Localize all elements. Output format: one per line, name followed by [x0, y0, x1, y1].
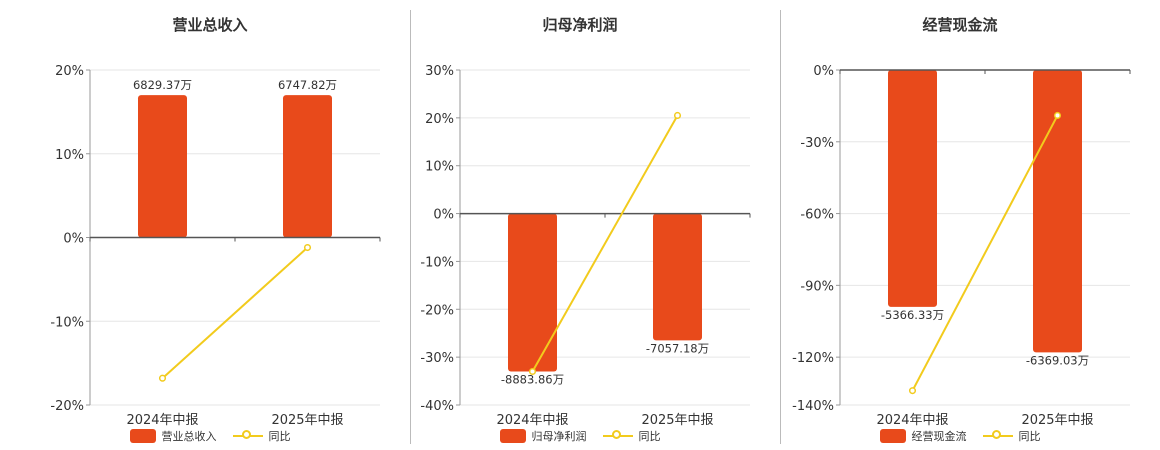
legend-bar-label: 经营现金流 — [911, 430, 967, 443]
yoy-point — [528, 367, 537, 376]
y-tick-label: -10% — [420, 255, 454, 270]
y-tick-label: -10% — [50, 315, 84, 330]
legend-bar-swatch — [129, 429, 156, 443]
legend-bar-label: 归母净利润 — [531, 430, 587, 443]
chart-revenue: 营业总收入 20% 10% 0% -10% -20% 6829.37万 2024年中报 674… — [25, 0, 395, 450]
y-tick-label: -40% — [420, 399, 454, 414]
legend-line-label: 同比 — [268, 430, 291, 443]
legend: 归母净利润 同比 — [395, 428, 765, 444]
yoy-point — [1053, 111, 1062, 120]
legend-bar-swatch — [499, 429, 526, 443]
chart-title: 营业总收入 — [172, 16, 248, 34]
legend-bar-swatch — [879, 429, 906, 443]
chart-svg: 20% 10% 0% -10% -20% 6829.37万 2024年中报 6747.82万 2… — [50, 64, 381, 428]
legend-line-swatch — [232, 429, 263, 443]
x-tick-label: 2024年中报 — [496, 413, 568, 428]
x-tick-label: 2024年中报 — [126, 413, 198, 428]
bar — [653, 213, 702, 341]
y-tick-label: -120% — [792, 351, 834, 366]
y-tick-label: 0% — [63, 232, 84, 247]
chart-net-profit: 归母净利润 30% 20% 10% 0% -10% -20% -30% -40% -8883.8… — [395, 0, 765, 450]
yoy-line — [161, 246, 309, 379]
chart-cashflow: 经营现金流 0% -30% -60% -90% -120% -140% -5366.33万 2… — [775, 0, 1145, 450]
y-tick-label: -60% — [800, 208, 834, 223]
divider — [410, 10, 411, 444]
bar-value-label: -6369.03万 — [1026, 353, 1089, 367]
bar — [283, 95, 332, 238]
legend: 经营现金流 同比 — [775, 428, 1145, 444]
x-tick-label: 2025年中报 — [641, 413, 713, 428]
y-tick-label: -20% — [50, 399, 84, 414]
yoy-line — [911, 114, 1059, 392]
bar-value-label: -7057.18万 — [646, 341, 709, 355]
y-tick-label: -140% — [792, 399, 834, 414]
bar-value-label: -5366.33万 — [881, 308, 944, 322]
yoy-point — [673, 111, 682, 120]
y-tick-label: 10% — [425, 160, 454, 175]
y-tick-label: 30% — [425, 64, 454, 79]
y-tick-label: 0% — [433, 208, 454, 223]
legend-line-swatch — [982, 429, 1013, 443]
bar-value-label: -8883.86万 — [501, 373, 564, 387]
x-tick-label: 2025年中报 — [271, 413, 343, 428]
y-tick-label: 10% — [55, 148, 84, 163]
y-tick-label: 20% — [55, 64, 84, 79]
y-tick-label: -20% — [420, 303, 454, 318]
divider — [780, 10, 781, 444]
y-tick-label: -30% — [420, 351, 454, 366]
legend: 营业总收入 同比 — [25, 428, 395, 444]
x-tick-label: 2025年中报 — [1021, 413, 1093, 428]
y-tick-label: 20% — [425, 112, 454, 127]
y-tick-label: -90% — [800, 279, 834, 294]
yoy-line — [531, 114, 679, 372]
bar — [508, 213, 557, 372]
legend-line-swatch — [602, 429, 633, 443]
x-tick-label: 2024年中报 — [876, 413, 948, 428]
chart-title: 经营现金流 — [922, 16, 998, 34]
yoy-point — [158, 374, 167, 382]
chart-svg: 0% -30% -60% -90% -120% -140% -5366.33万 2024年中报… — [792, 64, 1131, 428]
bar — [888, 70, 937, 307]
bar — [138, 95, 187, 238]
yoy-point — [908, 387, 917, 395]
legend-line-label: 同比 — [638, 430, 661, 443]
yoy-point — [303, 244, 312, 252]
y-tick-label: 0% — [813, 64, 834, 79]
bar-value-label: 6829.37万 — [133, 78, 192, 92]
legend-bar-label: 营业总收入 — [161, 430, 217, 443]
chart-svg: 30% 20% 10% 0% -10% -20% -30% -40% -8883.86万 2024… — [420, 64, 751, 428]
bar-value-label: 6747.82万 — [278, 78, 337, 92]
chart-title: 归母净利润 — [542, 16, 618, 34]
legend-line-label: 同比 — [1018, 430, 1041, 443]
y-tick-label: -30% — [800, 136, 834, 151]
